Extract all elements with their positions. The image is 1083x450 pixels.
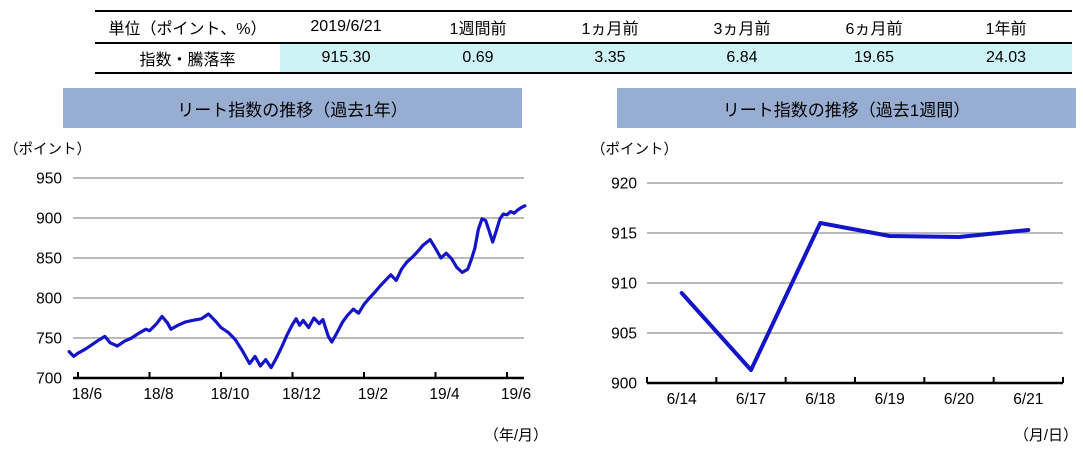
table-header-col: 1週間前 [449,21,507,38]
table-header-col: 3ヵ月前 [713,21,771,38]
chart1-title: リート指数の推移（過去1年） [177,100,408,120]
y-tick-label: 905 [611,326,637,343]
chart2-unit-label: （ポイント） [591,142,678,158]
chart1-plot: 950 900 850 800 750 700 18/6 18/8 18/10 18/12 19/2… [36,171,531,404]
table-header-col: 2019/6/21 [310,18,382,35]
chart1-unit-label: （ポイント） [4,142,91,158]
table-value: 0.69 [412,44,544,72]
y-tick-label: 850 [36,251,62,268]
x-tick-label: 6/17 [736,391,766,408]
y-tick-label: 920 [611,176,637,193]
chart2-title-banner: リート指数の推移（過去1週間） [617,88,1076,128]
x-tick-label: 19/2 [358,386,388,403]
x-tick-label: 19/6 [501,386,531,403]
x-tick-label: 6/19 [875,391,905,408]
table-row-label: 指数・騰落率 [139,52,236,69]
table-value: 19.65 [808,44,940,72]
x-tick-label: 18/10 [211,386,250,403]
table-value: 24.03 [940,44,1072,72]
x-tick-label: 6/20 [944,391,975,408]
table-header-col: 6ヵ月前 [845,21,903,38]
chart2-title: リート指数の推移（過去1週間） [722,100,971,120]
table-data-row: 指数・騰落率 915.30 0.69 3.35 6.84 19.65 24.03 [95,44,1072,72]
x-tick-label: 18/6 [72,386,102,403]
y-tick-label: 900 [611,376,637,393]
chart1-xaxis-unit: （年/月） [483,427,548,444]
y-tick-label: 900 [36,211,62,228]
table-header-col: 1年前 [985,21,1027,38]
y-tick-label: 950 [36,171,62,188]
y-tick-label: 700 [36,371,62,388]
x-tick-label: 18/12 [282,386,321,403]
summary-table: 単位（ポイント、%） 2019/6/21 1週間前 1ヵ月前 3ヵ月前 6ヵ月前… [95,10,1072,74]
series-line [679,221,1031,372]
chart2-plot: 920 915 910 905 900 6/14 6/17 6/18 6/19 6/20 6/21 [611,176,1064,408]
series-line [67,204,527,370]
y-tick-label: 750 [36,331,62,348]
table-value: 915.30 [280,44,412,72]
x-tick-label: 18/8 [143,386,173,403]
table-header-row: 単位（ポイント、%） 2019/6/21 1週間前 1ヵ月前 3ヵ月前 6ヵ月前… [95,12,1072,44]
x-tick-label: 19/4 [429,386,460,403]
y-tick-label: 910 [611,276,637,293]
y-tick-label: 915 [611,226,637,243]
y-tick-label: 800 [36,291,62,308]
table-value: 6.84 [676,44,808,72]
chart2-xaxis-unit: （月/日） [1013,427,1078,444]
chart1-title-banner: リート指数の推移（過去1年） [63,88,522,128]
table-header-unit: 単位（ポイント、%） [108,21,267,38]
x-tick-label: 6/14 [667,391,698,408]
x-tick-label: 6/21 [1013,391,1043,408]
x-tick-label: 6/18 [805,391,835,408]
table-value: 3.35 [544,44,676,72]
table-header-col: 1ヵ月前 [581,21,639,38]
